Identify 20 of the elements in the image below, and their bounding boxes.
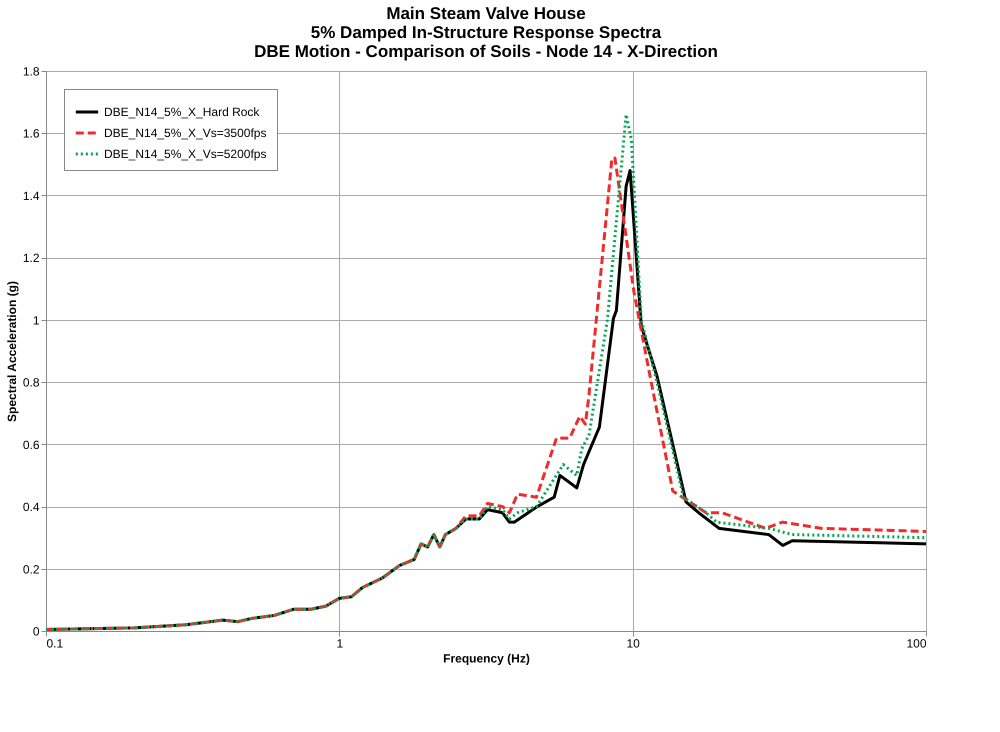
y-tick-label: 1.4: [22, 188, 40, 203]
y-tick-label: 1.2: [22, 251, 40, 266]
y-tick-label: 0: [32, 624, 40, 638]
x-tick-label: 0.1: [46, 636, 64, 650]
y-axis-title: Spectral Acceleration (g): [4, 281, 19, 422]
y-tick-label: 0.4: [22, 500, 40, 514]
y-tick-label: 1.8: [22, 64, 40, 78]
legend-label: DBE_N14_5%_X_Hard Rock: [104, 105, 260, 119]
chart-title: Main Steam Valve House 5% Damped In-Structure Response Spectra DBE Motion - Comparison of Soils - Node 14 - X-Direction: [254, 4, 718, 61]
y-tick-label: 0.8: [22, 376, 40, 390]
y-tick-label: 1.6: [22, 126, 40, 141]
legend-label: DBE_N14_5%_X_Vs=5200fps: [104, 147, 266, 161]
y-tick-label: 0.6: [22, 438, 40, 452]
x-tick-label: 1: [336, 636, 344, 650]
x-axis-title: Frequency (Hz): [443, 652, 530, 666]
y-tick-label: 0.2: [22, 562, 40, 576]
x-tick-label: 10: [626, 636, 640, 650]
x-tick-label: 100: [906, 636, 927, 650]
legend-label: DBE_N14_5%_X_Vs=3500fps: [104, 126, 266, 140]
y-tick-label: 1: [32, 313, 40, 328]
